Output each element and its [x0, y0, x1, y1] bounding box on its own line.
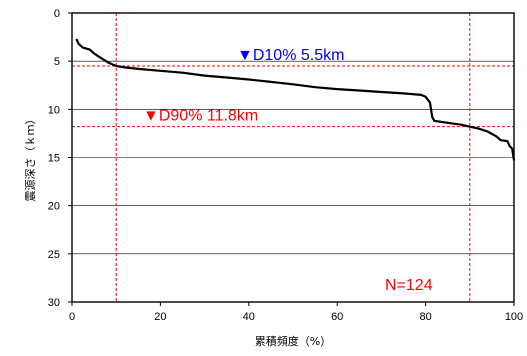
y-tick-label: 15: [48, 153, 60, 165]
x-tick-label: 40: [243, 311, 255, 323]
y-tick-label: 30: [48, 297, 60, 309]
x-tick-label: 60: [331, 311, 343, 323]
x-axis-title: 累積頻度（%）: [255, 334, 331, 348]
x-tick-label: 80: [419, 311, 431, 323]
sample-count-label: N=124: [385, 277, 433, 294]
y-axis-ticks: 0 5 10 15 20 25 30: [48, 8, 72, 309]
y-axis-title: 震源深さ（ｋｍ）: [23, 114, 37, 202]
reference-lines: [72, 13, 514, 302]
series-line: [75, 38, 516, 161]
d90-label: D90% 11.8km: [159, 108, 258, 125]
gridlines: [72, 60, 514, 255]
d10-label: D10% 5.5km: [253, 47, 345, 64]
y-tick-label: 25: [48, 249, 60, 261]
y-tick-label: 10: [48, 104, 60, 116]
x-axis-ticks: 0 20 40 60 80 100: [69, 302, 523, 323]
x-tick-label: 100: [505, 311, 523, 323]
d90-marker: ▼: [143, 108, 159, 125]
x-tick-label: 0: [69, 311, 75, 323]
d10-annotation: ▼D10% 5.5km: [237, 47, 344, 64]
y-tick-label: 5: [54, 56, 60, 68]
y-tick-label: 0: [54, 8, 60, 20]
d10-marker: ▼: [237, 47, 253, 64]
d90-annotation: ▼D90% 11.8km: [143, 108, 258, 125]
x-tick-label: 20: [154, 311, 166, 323]
y-tick-label: 20: [48, 201, 60, 213]
